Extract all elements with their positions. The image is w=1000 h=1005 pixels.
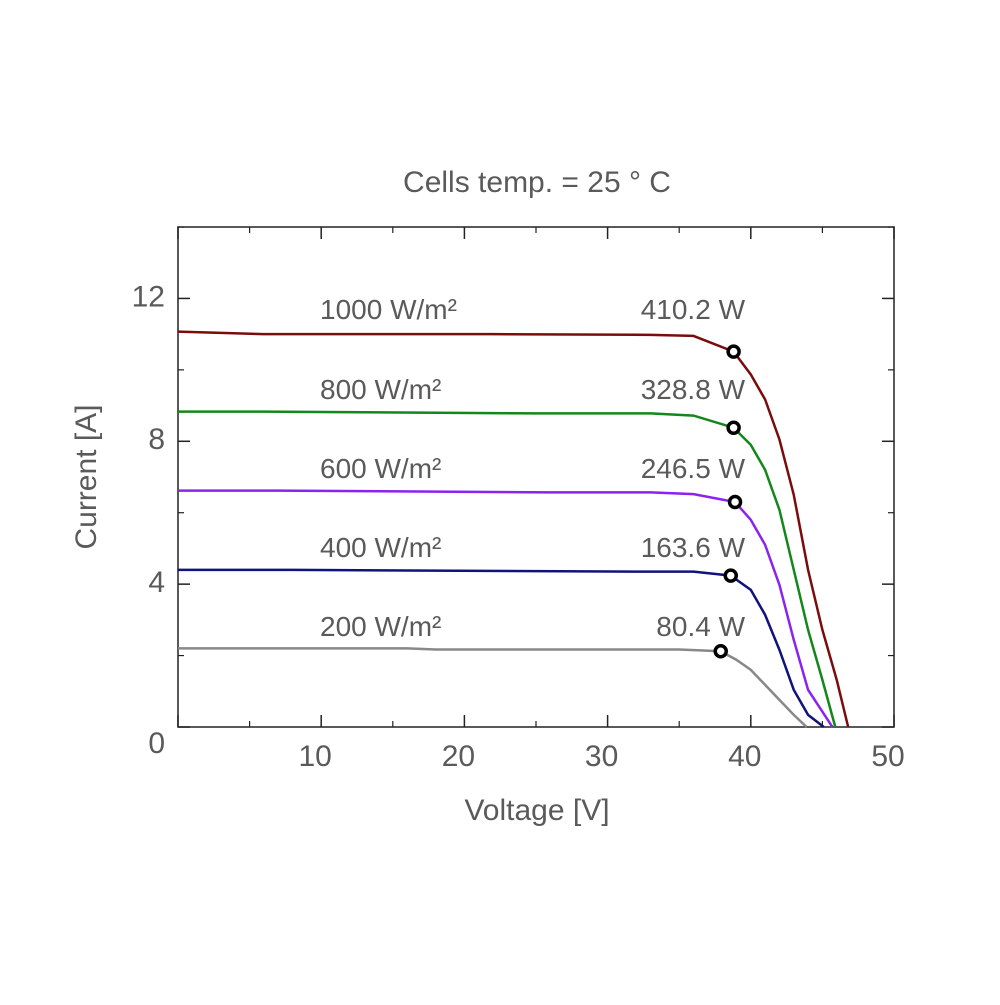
x-axis-label: Voltage [V]: [464, 794, 609, 827]
irradiance-label: 800 W/m²: [320, 374, 441, 405]
plot-frame: [177, 226, 895, 728]
irradiance-label: 600 W/m²: [320, 453, 441, 484]
mpp-marker: [723, 568, 739, 583]
irradiance-label: 200 W/m²: [320, 611, 441, 642]
power-label: 163.6 W: [641, 532, 746, 563]
x-tick-label: 50: [871, 740, 904, 773]
power-label: 410.2 W: [641, 294, 746, 325]
series-line: [178, 568, 825, 728]
mpp-marker: [727, 494, 743, 510]
y-tick-label: 0: [148, 727, 165, 760]
series-line: [178, 489, 834, 728]
power-label: 80.4 W: [656, 611, 745, 642]
mpp-marker: [726, 420, 741, 435]
x-tick-label: 40: [728, 740, 761, 773]
chart-title: Cells temp. = 25 ° C: [403, 166, 671, 199]
x-tick-label: 10: [299, 740, 332, 773]
series-line: [178, 647, 808, 728]
x-tick-label: 30: [585, 740, 618, 773]
irradiance-label: 1000 W/m²: [320, 294, 457, 325]
y-axis-label: Current [A]: [70, 404, 103, 549]
y-tick-label: 4: [148, 566, 165, 599]
series-line: [178, 410, 837, 728]
power-label: 328.8 W: [641, 374, 746, 405]
series-line: [177, 330, 850, 728]
power-label: 246.5 W: [641, 453, 746, 484]
x-tick-label: 20: [442, 740, 475, 773]
irradiance-label: 400 W/m²: [320, 532, 441, 563]
y-tick-label: 8: [148, 423, 165, 456]
mpp-marker: [713, 644, 728, 659]
mpp-marker: [726, 344, 741, 359]
y-tick-label: 12: [132, 280, 165, 313]
